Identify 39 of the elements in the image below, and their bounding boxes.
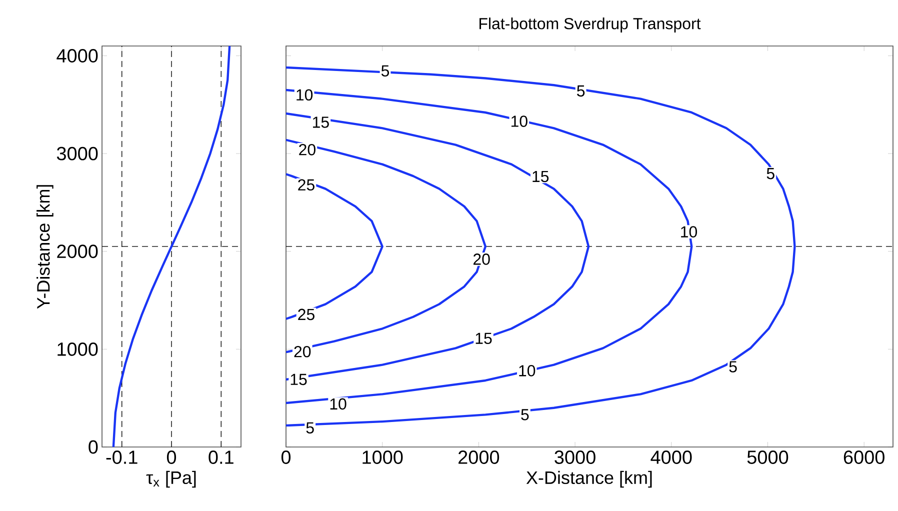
- annotation: 5: [577, 85, 585, 97]
- annotation: 25: [298, 308, 314, 320]
- x-tick-label: 5000: [747, 450, 788, 464]
- annotation: 5: [381, 65, 390, 77]
- chart-title: Flat-bottom Sverdrup Transport: [480, 18, 701, 32]
- x-tick-label: -0.1: [106, 450, 138, 464]
- y-tick-label: 3000: [56, 146, 98, 160]
- annotation: 10: [296, 89, 313, 101]
- annotation: 5: [521, 409, 529, 420]
- x-tick-label: 4000: [650, 450, 692, 464]
- x-tick-label: 1000: [362, 450, 403, 464]
- annotation: 20: [299, 144, 316, 156]
- annotation: 15: [476, 332, 492, 344]
- annotation: 10: [519, 365, 536, 376]
- annotation: 20: [294, 346, 311, 358]
- x-tick-label: 2000: [458, 450, 500, 464]
- y-tick-label: 0: [88, 440, 98, 454]
- annotation: 10: [511, 116, 528, 127]
- y-tick-label: 2000: [57, 244, 98, 258]
- annotation: 15: [290, 374, 307, 386]
- annotation: 20: [473, 254, 490, 265]
- y-tick-label: 4000: [56, 49, 98, 63]
- x-tick-label: 0: [281, 450, 291, 464]
- x-tick-label: 6000: [844, 450, 884, 464]
- x-axis-title: X-Distance [km]: [526, 470, 652, 488]
- annotation: 15: [532, 170, 549, 182]
- y-axis-title: Y-Distance [km]: [36, 185, 54, 309]
- annotation: 25: [298, 179, 314, 191]
- y-tick-label: 1000: [58, 342, 98, 356]
- x-tick-label: 3000: [554, 450, 596, 464]
- x-axis-title: τ$_{x}$ [Pa]: [146, 470, 196, 488]
- annotation: 15: [313, 116, 329, 128]
- annotation: 5: [306, 422, 314, 434]
- annotation: 10: [681, 226, 697, 238]
- annotation: 5: [729, 361, 737, 372]
- x-tick-label: 0.1: [208, 450, 234, 464]
- annotation: 5: [766, 168, 774, 180]
- annotation: 10: [330, 398, 346, 410]
- x-tick-label: 0: [166, 450, 176, 464]
